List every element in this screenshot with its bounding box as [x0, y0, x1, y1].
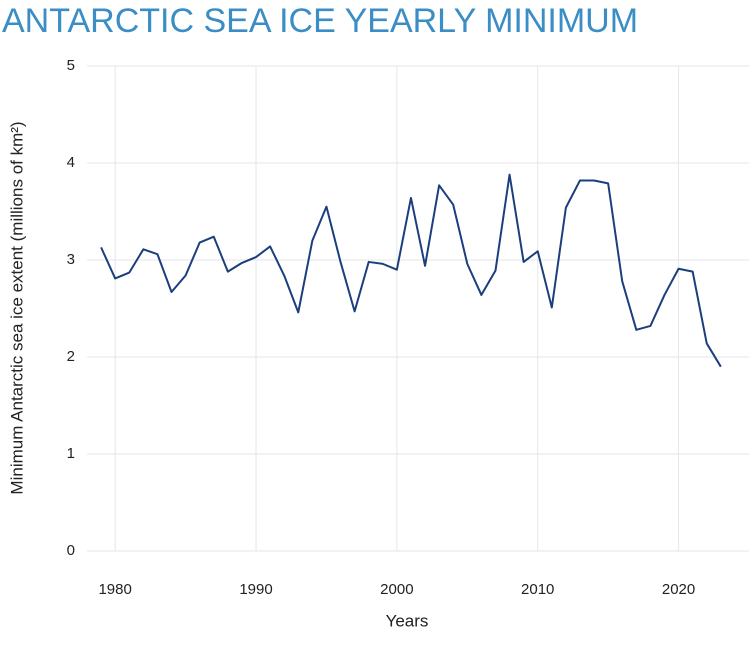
- chart-title: ANTARCTIC SEA ICE YEARLY MINIMUM: [2, 2, 638, 40]
- y-tick-label: 3: [67, 251, 75, 268]
- y-tick-label: 4: [67, 154, 75, 171]
- y-tick-label: 2: [67, 348, 75, 365]
- x-tick-label: 2020: [662, 581, 695, 598]
- x-tick-label: 2000: [380, 581, 413, 598]
- x-tick-label: 2010: [521, 581, 554, 598]
- y-tick-label: 0: [67, 542, 75, 559]
- x-tick-label: 1990: [239, 581, 272, 598]
- y-tick-label: 5: [67, 57, 75, 74]
- y-tick-label: 1: [67, 445, 75, 462]
- x-axis-label: Years: [386, 611, 429, 630]
- data-line: [100, 173, 722, 368]
- x-tick-label: 1980: [98, 581, 131, 598]
- y-axis-label: Minimum Antarctic sea ice extent (millio…: [7, 121, 26, 494]
